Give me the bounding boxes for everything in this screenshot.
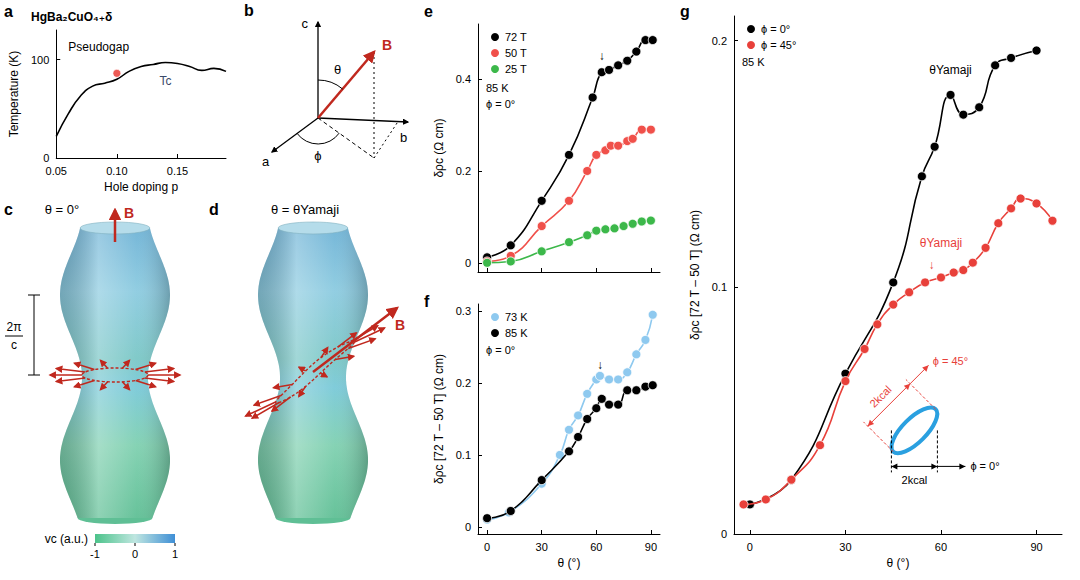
svg-text:Hole doping p: Hole doping p [104,180,178,194]
svg-text:0: 0 [721,528,727,540]
svg-text:θ: θ [334,62,341,77]
svg-text:θ (°): θ (°) [887,556,910,570]
svg-text:θ (°): θ (°) [558,556,581,570]
svg-text:25 T: 25 T [505,63,527,75]
svg-text:0.1: 0.1 [456,449,471,461]
svg-text:ϕ = 0°: ϕ = 0° [486,98,515,110]
svg-text:85 K: 85 K [486,82,509,94]
svg-text:1: 1 [172,548,178,560]
svg-text:δρc [72 T – 50 T] (Ω cm): δρc [72 T – 50 T] (Ω cm) [432,354,446,484]
svg-text:HgBa₂CuO₄₊δ: HgBa₂CuO₄₊δ [31,10,112,24]
svg-text:90: 90 [645,541,657,553]
svg-text:b: b [400,130,407,145]
svg-text:0.10: 0.10 [106,165,127,177]
svg-text:0.05: 0.05 [46,165,67,177]
svg-text:0: 0 [465,521,471,533]
svg-text:ϕ = 0°: ϕ = 0° [486,344,515,356]
svg-text:δρc (Ω cm): δρc (Ω cm) [432,118,446,177]
svg-text:30: 30 [839,541,851,553]
svg-text:c: c [4,201,13,218]
svg-text:0: 0 [43,152,49,164]
svg-text:0.2: 0.2 [456,165,471,177]
svg-text:0.15: 0.15 [167,165,188,177]
svg-text:30: 30 [536,541,548,553]
svg-text:ϕ: ϕ [314,148,321,163]
svg-text:Pseudogap: Pseudogap [68,40,129,54]
svg-text:60: 60 [935,541,947,553]
svg-text:2π: 2π [7,320,22,334]
svg-text:a: a [4,3,13,20]
svg-text:85 K: 85 K [742,56,765,68]
svg-text:vc (a.u.): vc (a.u.) [45,532,88,546]
svg-text:c: c [302,16,309,31]
svg-text:B: B [124,205,134,221]
svg-text:ϕ = 0°: ϕ = 0° [970,460,999,472]
svg-text:θYamaji: θYamaji [929,63,971,77]
svg-text:d: d [209,201,219,218]
svg-text:0.4: 0.4 [456,73,471,85]
svg-text:-1: -1 [90,548,100,560]
svg-text:ϕ = 45°: ϕ = 45° [761,39,796,51]
svg-text:Temperature (K): Temperature (K) [7,51,21,138]
svg-text:73 K: 73 K [505,311,528,323]
svg-text:θ = θYamaji: θ = θYamaji [271,202,339,217]
svg-text:0: 0 [484,541,490,553]
svg-text:50 T: 50 T [505,47,527,59]
svg-text:g: g [680,3,690,20]
svg-text:B: B [395,317,405,333]
svg-text:ϕ = 45°: ϕ = 45° [933,355,968,367]
svg-text:↓: ↓ [599,49,605,63]
svg-text:B: B [382,37,392,53]
svg-text:85 K: 85 K [505,327,528,339]
svg-text:72 T: 72 T [505,31,527,43]
svg-text:60: 60 [590,541,602,553]
svg-text:θ = 0°: θ = 0° [45,202,79,217]
svg-text:ϕ = 0°: ϕ = 0° [761,23,790,35]
svg-text:0.1: 0.1 [712,281,727,293]
svg-text:90: 90 [1030,541,1042,553]
svg-text:Tc: Tc [159,74,171,88]
svg-text:0.2: 0.2 [712,35,727,47]
svg-text:0.2: 0.2 [456,377,471,389]
svg-text:a: a [262,154,270,169]
svg-text:↓: ↓ [928,258,934,272]
svg-text:2kcal: 2kcal [902,474,928,486]
svg-text:2kcal: 2kcal [867,383,894,410]
svg-text:δρc [72 T – 50 T] (Ω cm): δρc [72 T – 50 T] (Ω cm) [688,210,702,340]
svg-text:0: 0 [132,548,138,560]
svg-text:0: 0 [747,541,753,553]
svg-text:c: c [11,338,17,352]
svg-text:0.3: 0.3 [456,305,471,317]
svg-text:b: b [244,2,254,19]
svg-text:θYamaji: θYamaji [920,236,962,250]
svg-text:0: 0 [465,257,471,269]
svg-text:100: 100 [31,54,49,66]
svg-text:f: f [424,293,430,310]
svg-text:↓: ↓ [597,358,603,372]
svg-text:e: e [424,3,433,20]
